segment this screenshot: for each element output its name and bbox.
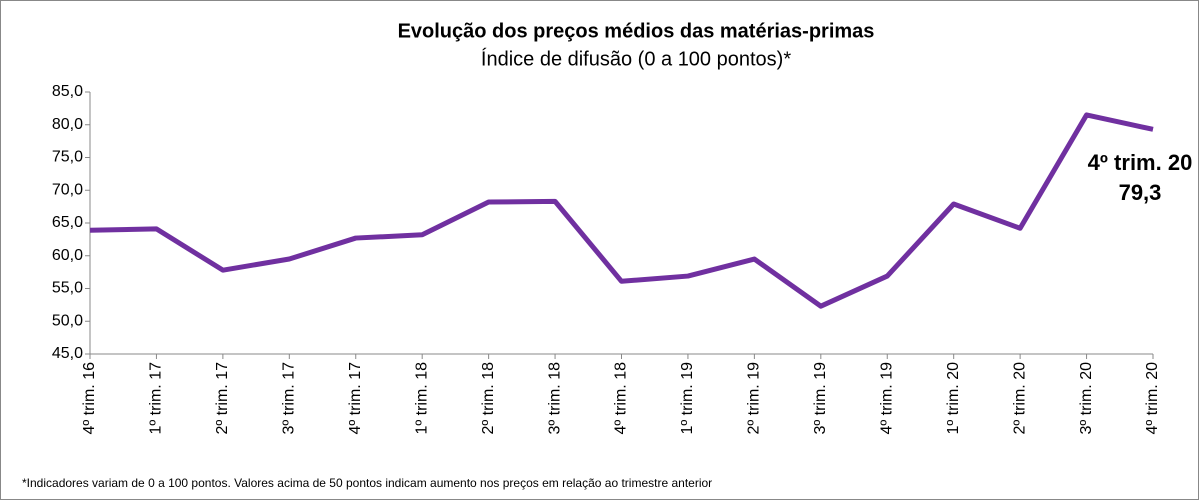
- y-tick-label: 80,0: [52, 116, 83, 133]
- x-tick-label: 1º trim. 17: [148, 362, 165, 435]
- chart-title: Evolução dos preços médios das matérias-…: [398, 20, 875, 42]
- footnote: *Indicadores variam de 0 a 100 pontos. V…: [22, 476, 712, 490]
- x-tick-label: 4º trim. 16: [81, 362, 98, 435]
- x-tick-label: 4º trim. 19: [878, 362, 895, 435]
- x-tick-label: 2º trim. 17: [214, 362, 231, 435]
- x-tick-label: 2º trim. 18: [480, 362, 497, 435]
- x-tick-label: 3º trim. 20: [1078, 362, 1095, 435]
- annotation: 79,3: [1119, 180, 1162, 205]
- y-tick-label: 75,0: [52, 149, 83, 166]
- y-tick-label: 85,0: [52, 83, 83, 100]
- y-tick-label: 55,0: [52, 280, 83, 297]
- y-tick-label: 60,0: [52, 247, 83, 264]
- x-tick-label: 1º trim. 19: [679, 362, 696, 435]
- x-tick-label: 3º trim. 18: [546, 362, 563, 435]
- y-tick-label: 45,0: [52, 345, 83, 362]
- x-tick-label: 3º trim. 19: [812, 362, 829, 435]
- x-tick-label: 1º trim. 20: [945, 362, 962, 435]
- x-tick-label: 4º trim. 20: [1144, 362, 1161, 435]
- x-tick-label: 2º trim. 20: [1011, 362, 1028, 435]
- x-tick-label: 3º trim. 17: [281, 362, 298, 435]
- x-tick-label: 4º trim. 18: [613, 362, 630, 435]
- x-tick-label: 2º trim. 19: [746, 362, 763, 435]
- x-tick-label: 4º trim. 17: [347, 362, 364, 435]
- y-tick-label: 65,0: [52, 214, 83, 231]
- y-tick-label: 50,0: [52, 312, 83, 329]
- y-tick-label: 70,0: [52, 181, 83, 198]
- chart-subtitle: Índice de difusão (0 a 100 pontos)*: [481, 47, 791, 70]
- annotation: 4º trim. 20: [1088, 150, 1193, 175]
- x-tick-label: 1º trim. 18: [413, 362, 430, 435]
- series-line: [89, 112, 1154, 309]
